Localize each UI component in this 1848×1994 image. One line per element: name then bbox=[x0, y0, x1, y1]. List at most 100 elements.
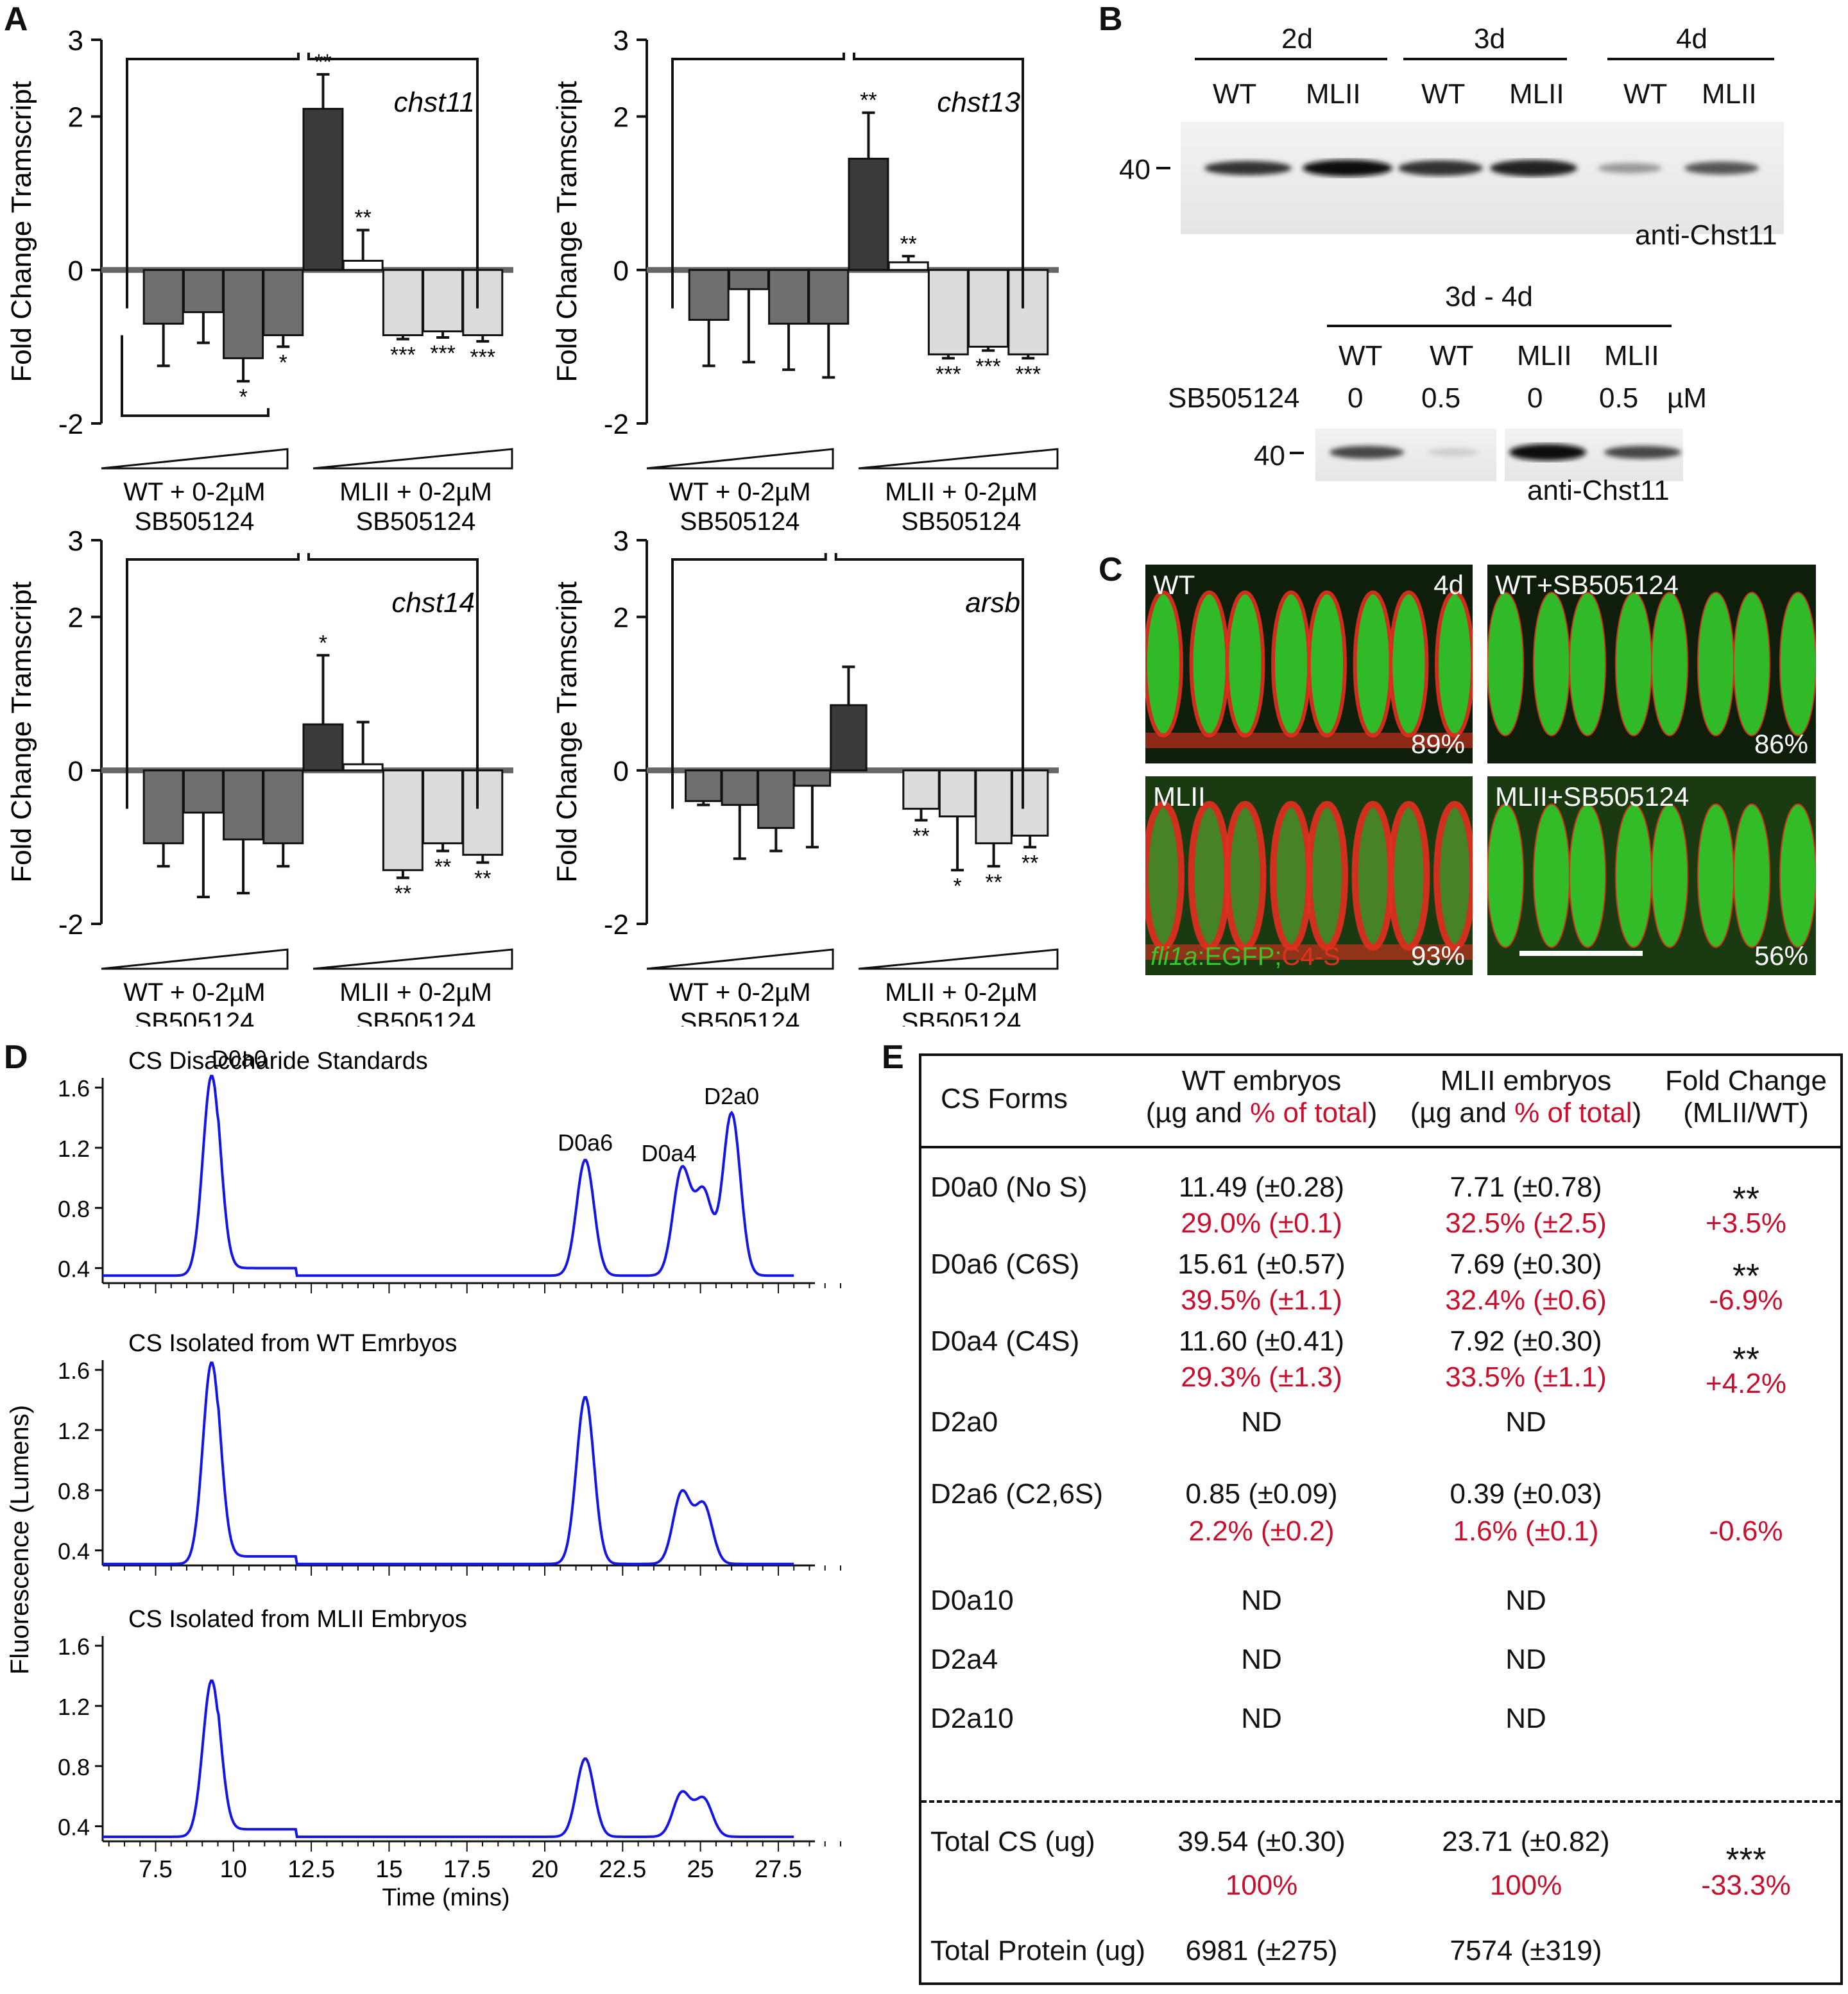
cell bbox=[1650, 803, 1689, 948]
y-tick-label: 3 bbox=[68, 525, 83, 557]
y-tick-label: 2 bbox=[68, 602, 83, 634]
chromatogram-title: CS Isolated from MLII Embryos bbox=[128, 1606, 467, 1633]
header-wt: WT embryos bbox=[1181, 1065, 1342, 1096]
bar bbox=[422, 769, 464, 844]
bar bbox=[382, 769, 424, 871]
header-wt-sub: (µg and % of total) bbox=[1145, 1097, 1378, 1129]
bar bbox=[830, 704, 868, 772]
group-label-mlii-2: SB505124 bbox=[356, 507, 476, 536]
dose-unit: µM bbox=[1667, 382, 1707, 414]
dose-triangle-wt bbox=[101, 448, 289, 470]
x-tick-label: 25 bbox=[687, 1856, 714, 1883]
dose-triangle-mlii bbox=[312, 948, 513, 970]
x-tick-label: 7.5 bbox=[139, 1856, 173, 1883]
comparison-bracket-bottom bbox=[121, 335, 270, 418]
row-d0a6-wt-pct: 39.5% (±1.1) bbox=[1181, 1284, 1342, 1316]
panel-b-western-blots: 2d 3d 4d WT MLII WT MLII WT MLII 40 anti… bbox=[1091, 19, 1848, 520]
group-label-mlii-1: MLII + 0-2µM bbox=[885, 478, 1038, 506]
trace-line bbox=[103, 1679, 794, 1838]
group-label-wt-2: SB505124 bbox=[680, 507, 800, 536]
y-tick-label: 1.6 bbox=[58, 1358, 90, 1384]
header-fold: Fold Change bbox=[1665, 1065, 1827, 1096]
total-protein-mlii: 7574 (±319) bbox=[1450, 1935, 1602, 1966]
bar bbox=[902, 769, 940, 810]
total-cs-mlii-pct: 100% bbox=[1489, 1870, 1562, 1901]
bar bbox=[848, 157, 889, 271]
row-d0a0-mlii-pct: 32.5% (±2.5) bbox=[1445, 1207, 1607, 1239]
row-d0a0-mlii: 7.71 (±0.78) bbox=[1450, 1172, 1602, 1203]
comparison-bracket-right bbox=[307, 553, 479, 809]
y-axis-label: Fluorescence (Lumens) bbox=[6, 1405, 34, 1674]
cell bbox=[1532, 592, 1571, 737]
dose-triangle-mlii bbox=[858, 448, 1059, 470]
bar bbox=[1007, 269, 1049, 355]
x-tick-label: 27.5 bbox=[755, 1856, 802, 1883]
micro-label-wt: WT bbox=[1153, 570, 1195, 600]
row-d0a10-form: D0a10 bbox=[930, 1585, 1014, 1616]
header-cs-forms: CS Forms bbox=[941, 1083, 1068, 1114]
total-cs-sig: *** bbox=[1725, 1841, 1767, 1879]
cell bbox=[1351, 801, 1394, 951]
cell bbox=[1225, 590, 1265, 738]
micro-wt: WT 4d 89% bbox=[1145, 565, 1473, 763]
bar bbox=[768, 269, 810, 325]
micro-pct-wt: 89% bbox=[1410, 729, 1465, 759]
row-d2a6-mlii: 0.39 (±0.03) bbox=[1450, 1478, 1602, 1510]
row-d2a4-mlii: ND bbox=[1505, 1644, 1546, 1675]
bar bbox=[342, 259, 384, 271]
comparison-bracket-right bbox=[307, 53, 479, 309]
significance-stars: * bbox=[319, 631, 327, 655]
y-tick-label: 2 bbox=[68, 102, 83, 133]
panel-e-table: CS Forms WT embryos (µg and % of total) … bbox=[919, 1053, 1843, 1985]
bar bbox=[142, 769, 184, 844]
cell bbox=[1353, 590, 1393, 738]
cell bbox=[1733, 592, 1771, 737]
chromatogram-0: 1.61.20.80.4CS Disaccharide StandardsD0a… bbox=[58, 1045, 841, 1293]
cell bbox=[1697, 803, 1735, 948]
x-tick-label: 17.5 bbox=[443, 1856, 491, 1883]
significance-stars: ** bbox=[474, 866, 491, 890]
y-axis-label: Fold Change Tramscript bbox=[551, 81, 583, 382]
day-label-3d: 3d bbox=[1474, 23, 1505, 55]
peak-label: D0a6 bbox=[558, 1130, 613, 1156]
cell bbox=[1779, 803, 1816, 948]
row-d2a4-form: D2a4 bbox=[930, 1644, 998, 1675]
trace-line bbox=[103, 1361, 794, 1565]
day-label-4d: 4d bbox=[1676, 23, 1707, 55]
group-label-wt-1: WT + 0-2µM bbox=[123, 478, 265, 506]
row-d2a0-wt: ND bbox=[1241, 1406, 1282, 1438]
y-tick-label: 0 bbox=[68, 756, 83, 787]
significance-stars: *** bbox=[1015, 362, 1041, 386]
y-tick-label: 0 bbox=[613, 756, 629, 787]
header-divider bbox=[921, 1146, 1840, 1148]
total-cs-wt: 39.54 (±0.30) bbox=[1177, 1826, 1346, 1857]
cell bbox=[1145, 590, 1183, 738]
bar bbox=[182, 269, 224, 314]
row-d2a6-mlii-pct: 1.6% (±0.1) bbox=[1453, 1515, 1599, 1547]
chromatogram-1: 1.6 1.2 0.8 0.4 CS Isolated from WT Emrbyos bbox=[58, 1330, 841, 1576]
panel-c-microscopy: WT 4d 89% WT+SB505124 86% MLII fli1a:EGF… bbox=[1145, 565, 1816, 975]
row-d0a0-fold: +3.5% bbox=[1706, 1207, 1786, 1239]
lane-wt-4d: WT bbox=[1623, 78, 1668, 110]
totals-divider bbox=[921, 1800, 1840, 1803]
bar bbox=[302, 108, 344, 271]
cell bbox=[1389, 590, 1429, 738]
bar bbox=[728, 269, 769, 291]
perichondrium bbox=[1145, 733, 1473, 748]
group-label-wt-2: SB505124 bbox=[680, 1008, 800, 1027]
comparison-bracket-left bbox=[126, 553, 300, 809]
dose-triangle-wt bbox=[646, 448, 834, 470]
group-3d-4d: 3d - 4d bbox=[1445, 281, 1533, 312]
group-label-wt-1: WT + 0-2µM bbox=[669, 478, 810, 506]
y-tick-label: 1.6 bbox=[58, 1075, 90, 1102]
marker-40-top: 40 bbox=[1119, 154, 1151, 185]
x-axis-label: Time (mins) bbox=[382, 1884, 509, 1911]
significance-stars: *** bbox=[936, 362, 961, 386]
total-cs-fold: -33.3% bbox=[1701, 1870, 1791, 1901]
bar bbox=[688, 269, 730, 321]
trace-line bbox=[103, 1075, 794, 1277]
significance-stars: * bbox=[953, 874, 961, 898]
cell bbox=[1189, 590, 1229, 738]
dose-triangle-mlii bbox=[312, 448, 513, 470]
